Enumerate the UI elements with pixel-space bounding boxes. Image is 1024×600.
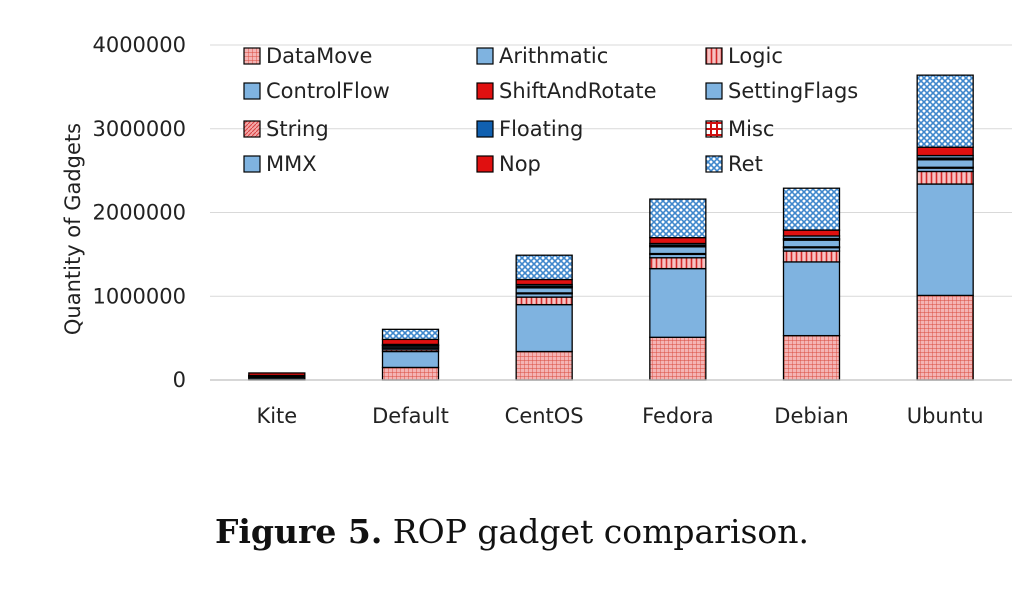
y-tick-label: 2000000	[92, 201, 186, 225]
figure-label: Figure 5.	[214, 512, 383, 551]
legend-swatch	[476, 120, 494, 138]
bar-segment-datamove	[782, 334, 841, 381]
legend-label: SettingFlags	[728, 79, 858, 103]
bar-segment-logic	[515, 296, 573, 306]
legend-item: MMX	[243, 152, 317, 176]
legend-swatch	[243, 155, 261, 173]
bar-segment-nop	[782, 229, 841, 237]
bar-segment-settingflags	[782, 239, 841, 248]
bar-segment-ret	[782, 187, 841, 231]
legend-item: Ret	[705, 152, 763, 176]
caption-text: ROP gadget comparison.	[382, 512, 810, 551]
bar-segment-nop	[916, 146, 974, 157]
legend-swatch	[705, 120, 723, 138]
x-tick-label: CentOS	[505, 404, 584, 428]
y-tick-label: 0	[173, 368, 186, 392]
legend-label: String	[266, 117, 329, 141]
bar-stack-fedora	[649, 198, 707, 381]
y-tick-label: 1000000	[92, 284, 186, 308]
legend-item: SettingFlags	[705, 79, 858, 103]
legend-swatch	[243, 82, 261, 100]
bar-stack-kite	[248, 372, 306, 381]
legend-swatch	[705, 47, 723, 65]
legend-label: Ret	[728, 152, 763, 176]
category-labels: Kite Default CentOS Fedora Debian Ubuntu	[256, 404, 983, 428]
bar-segment-settingflags	[515, 287, 573, 294]
y-axis-ticks: 0 1000000 2000000 3000000 4000000	[92, 33, 186, 392]
bar-segment-logic	[782, 250, 841, 263]
bar-segment-datamove	[381, 366, 440, 381]
legend-item: Logic	[705, 44, 783, 68]
bar-stack-default	[381, 328, 440, 381]
legend-item: Arithmatic	[476, 44, 608, 68]
bar-segment-arithmatic	[916, 183, 974, 297]
x-tick-label: Debian	[774, 404, 848, 428]
figure-caption: Figure 5. ROP gadget comparison.	[0, 512, 1024, 551]
legend-label: DataMove	[266, 44, 372, 68]
bar-segment-ret	[515, 254, 573, 281]
legend-swatch	[476, 155, 494, 173]
y-tick-label: 3000000	[92, 117, 186, 141]
bar-segment-logic	[649, 257, 707, 270]
legend-label: Misc	[728, 117, 774, 141]
bar-segment-nop	[515, 278, 573, 286]
bar-segment-arithmatic	[381, 350, 440, 369]
bar-segment-logic	[916, 170, 974, 185]
bar-segment-settingflags	[916, 159, 974, 168]
legend: DataMove Arithmatic Logic ControlFlow ShiftA…	[243, 44, 858, 176]
legend-swatch	[243, 120, 261, 138]
legend-label: MMX	[266, 152, 317, 176]
legend-label: Arithmatic	[499, 44, 608, 68]
y-tick-label: 4000000	[92, 33, 186, 57]
legend-item: Misc	[705, 117, 774, 141]
legend-label: Logic	[728, 44, 783, 68]
bar-segment-nop	[649, 236, 707, 245]
bar-segment-settingflags	[649, 246, 707, 255]
legend-item: ShiftAndRotate	[476, 79, 657, 103]
legend-item: String	[243, 117, 329, 141]
bar-segment-arithmatic	[515, 303, 573, 353]
legend-label: Nop	[499, 152, 541, 176]
bar-segment-ret	[649, 198, 707, 239]
y-axis-label: Quantity of Gadgets	[61, 123, 85, 335]
legend-swatch	[243, 47, 261, 65]
legend-swatch	[705, 155, 723, 173]
x-tick-label: Default	[372, 404, 449, 428]
stacked-bar-chart: 0 1000000 2000000 3000000 4000000 Quantity o…	[61, 33, 1012, 428]
bar-segment-arithmatic	[782, 261, 841, 337]
legend-swatch	[705, 82, 723, 100]
x-tick-label: Fedora	[642, 404, 714, 428]
legend-swatch	[476, 82, 494, 100]
bar-segment-ret	[381, 328, 440, 341]
legend-item: Floating	[476, 117, 583, 141]
bar-segment-datamove	[649, 336, 707, 381]
legend-label: ControlFlow	[266, 79, 390, 103]
x-tick-label: Kite	[256, 404, 297, 428]
bar-segment-nop	[381, 338, 440, 346]
bar-segment-nop	[248, 372, 306, 377]
legend-label: ShiftAndRotate	[499, 79, 657, 103]
legend-item: ControlFlow	[243, 79, 390, 103]
legend-item: Nop	[476, 152, 541, 176]
bar-segment-arithmatic	[649, 267, 707, 338]
bar-segment-ret	[916, 74, 974, 148]
legend-item: DataMove	[243, 44, 372, 68]
bar-segment-datamove	[916, 294, 974, 381]
bars	[248, 74, 974, 381]
legend-swatch	[476, 47, 494, 65]
bar-segment-datamove	[515, 350, 573, 381]
bar-stack-ubuntu	[916, 74, 974, 381]
legend-label: Floating	[499, 117, 583, 141]
bar-stack-debian	[782, 187, 841, 381]
gridlines	[210, 44, 1012, 297]
x-tick-label: Ubuntu	[907, 404, 984, 428]
bar-stack-centos	[515, 254, 573, 381]
